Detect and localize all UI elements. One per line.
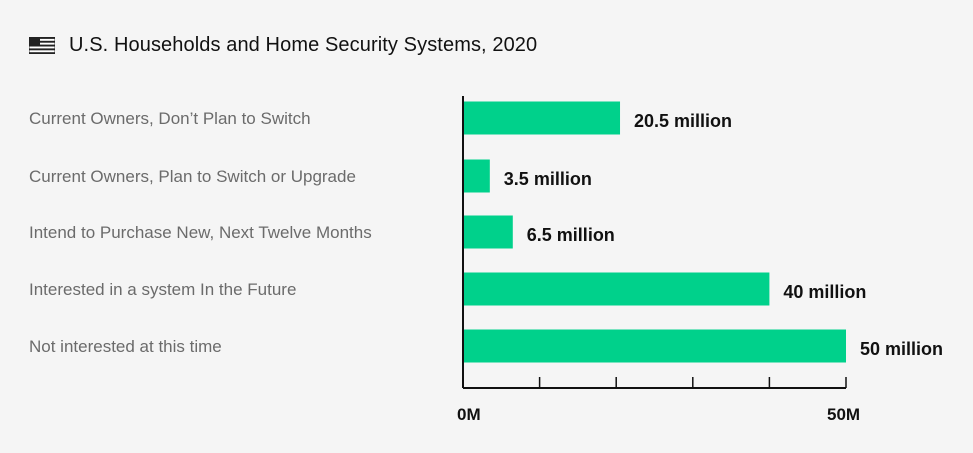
category-label: Current Owners, Plan to Switch or Upgrad… [29, 167, 356, 186]
data-label: 50 million [860, 339, 943, 359]
chart-header: U.S. Households and Home Security System… [29, 34, 537, 57]
category-label: Current Owners, Don’t Plan to Switch [29, 109, 311, 128]
x-tick-label: 0M [457, 405, 481, 424]
category-label: Intend to Purchase New, Next Twelve Mont… [29, 223, 372, 242]
bar [463, 101, 621, 135]
category-label: Not interested at this time [29, 337, 222, 356]
bar [463, 215, 513, 249]
data-label: 40 million [783, 282, 866, 302]
data-label: 20.5 million [634, 111, 732, 131]
category-label: Interested in a system In the Future [29, 280, 296, 299]
chart-title: U.S. Households and Home Security System… [69, 34, 538, 56]
x-tick-label: 50M [827, 405, 860, 424]
bar [463, 159, 490, 193]
bar [463, 272, 770, 306]
us-flag-icon [29, 37, 55, 54]
data-label: 3.5 million [504, 169, 592, 189]
bar [463, 329, 846, 363]
data-label: 6.5 million [527, 225, 615, 245]
